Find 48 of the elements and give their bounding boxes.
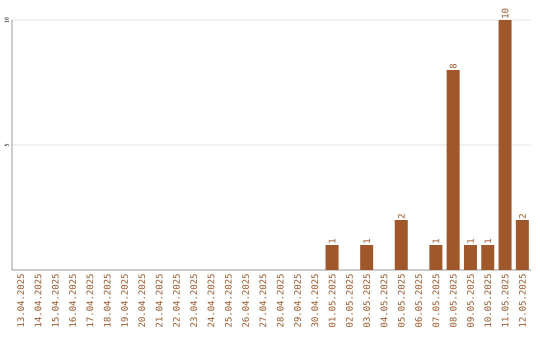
x-tick-label: 23.04.2025 <box>190 274 198 327</box>
x-tick-label: 30.04.2025 <box>311 274 318 327</box>
bar <box>498 20 512 270</box>
x-tick-label: 16.04.2025 <box>69 274 76 326</box>
x-tick-label: 21.04.2025 <box>156 274 162 327</box>
bar <box>446 70 460 270</box>
x-tick-label: 04.05.2025 <box>380 274 388 327</box>
data-label: 1 <box>467 239 474 243</box>
x-tick-label: 25.04.2025 <box>224 274 232 327</box>
x-tick-label: 11.05.2025 <box>502 274 508 326</box>
bar <box>326 245 339 270</box>
x-tick-label: 28.04.2025 <box>276 274 284 327</box>
data-label: 8 <box>450 64 457 68</box>
x-tick-label: 15.04.2025 <box>52 274 59 326</box>
data-label: 10 <box>502 8 508 18</box>
x-tick-label: 10.05.2025 <box>484 274 492 326</box>
x-tick-label: 24.04.2025 <box>208 274 214 327</box>
x-tick-label: 09.05.2025 <box>467 274 474 327</box>
x-tick-label: 17.04.2025 <box>86 274 94 326</box>
x-tick-label: 03.05.2025 <box>363 274 370 327</box>
bar <box>429 245 442 270</box>
x-tick-label: 13.04.2025 <box>17 274 24 326</box>
x-tick-label: 02.05.2025 <box>346 274 353 327</box>
data-label: 1 <box>328 239 336 243</box>
x-tick-label: 26.04.2025 <box>242 274 249 327</box>
data-label: 2 <box>519 214 526 218</box>
x-tick-label: 08.05.2025 <box>450 274 457 327</box>
x-tick-label: 05.05.2025 <box>398 274 405 327</box>
x-tick-label: 01.05.2025 <box>328 274 336 327</box>
x-tick-label: 18.04.2025 <box>104 274 111 326</box>
bar <box>360 245 374 270</box>
x-tick-label: 19.04.2025 <box>121 274 128 326</box>
data-label: 1 <box>363 239 370 243</box>
data-label: 1 <box>484 239 492 243</box>
bar <box>464 245 477 270</box>
x-tick-label: 27.04.2025 <box>259 274 266 327</box>
x-tick-label: 20.04.2025 <box>138 274 146 327</box>
x-tick-label: 14.04.2025 <box>34 274 42 326</box>
x-tick-label: 07.05.2025 <box>432 274 440 327</box>
bar <box>516 220 529 270</box>
x-tick-label: 29.04.2025 <box>294 274 301 327</box>
data-label: 2 <box>398 214 405 218</box>
bar <box>481 245 494 270</box>
x-tick-label: 06.05.2025 <box>415 274 422 327</box>
data-label: 1 <box>432 239 440 243</box>
x-tick-label: 12.05.2025 <box>518 274 526 326</box>
bar <box>394 220 408 270</box>
x-tick-label: 22.04.2025 <box>172 274 180 327</box>
